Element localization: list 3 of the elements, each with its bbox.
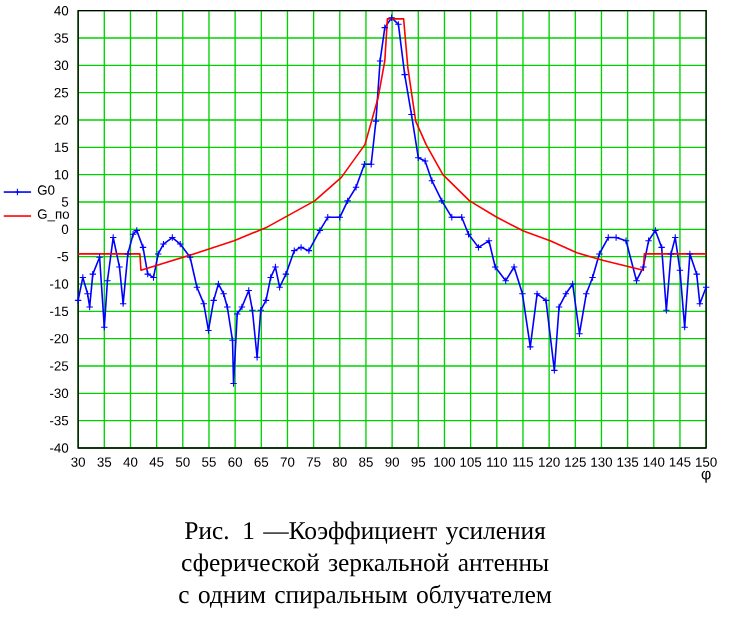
x-axis-title: φ [701,470,711,483]
text: Рис. 1 —Коэффициент усиления сферической зеркальной антенны с одним спиральным облучателем [179,521,552,609]
line-series [77,18,707,272]
